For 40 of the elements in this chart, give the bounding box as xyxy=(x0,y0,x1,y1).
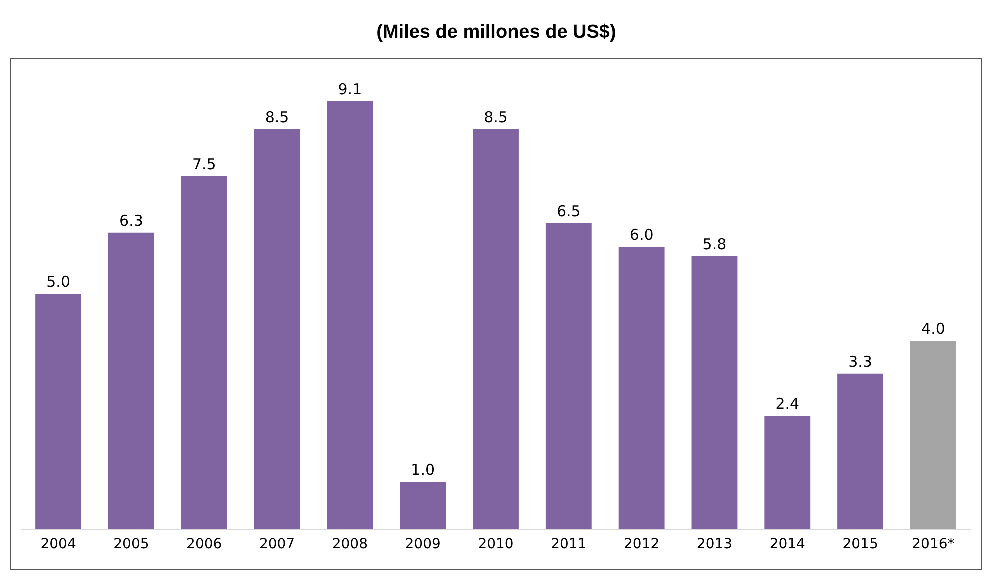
bar xyxy=(764,416,811,529)
x-tick-label: 2010 xyxy=(478,536,514,552)
data-label: 2.4 xyxy=(776,395,800,414)
chart-title: (Miles de millones de US$) xyxy=(376,22,618,44)
x-tick-label: 2004 xyxy=(40,536,76,552)
data-label: 9.1 xyxy=(338,80,362,98)
x-tick-label: 2011 xyxy=(551,536,587,552)
x-tick-label: 2007 xyxy=(259,536,296,552)
bar xyxy=(910,341,956,529)
bar xyxy=(36,294,82,529)
x-tick-label: 2016* xyxy=(912,536,955,552)
x-tick-label: 2005 xyxy=(114,536,150,552)
data-label: 6.5 xyxy=(556,202,581,220)
data-label: 6.0 xyxy=(630,226,654,244)
data-label: 1.0 xyxy=(411,461,436,479)
data-label: 5.0 xyxy=(46,273,70,291)
x-tick-label: 2013 xyxy=(696,536,733,552)
x-tick-label: 2009 xyxy=(405,536,441,552)
x-tick-label: 2015 xyxy=(842,536,878,552)
bar xyxy=(327,101,374,529)
bar xyxy=(838,374,884,529)
data-label: 5.8 xyxy=(702,235,727,254)
data-label: 3.3 xyxy=(848,352,872,371)
bar xyxy=(618,247,665,529)
x-tick-label: 2012 xyxy=(624,536,660,552)
bar xyxy=(546,224,592,529)
x-tick-label: 2008 xyxy=(332,536,368,552)
bar xyxy=(400,482,446,529)
data-label: 8.5 xyxy=(484,108,508,126)
bar xyxy=(108,232,154,529)
bar xyxy=(692,256,738,529)
data-label: 4.0 xyxy=(922,320,946,338)
data-label: 6.3 xyxy=(120,212,144,230)
x-tick-label: 2014 xyxy=(770,536,806,552)
data-label: 8.5 xyxy=(265,108,290,126)
data-label: 7.5 xyxy=(192,156,216,174)
bar xyxy=(254,130,300,529)
bar xyxy=(181,176,228,529)
bar xyxy=(473,130,519,529)
x-tick-label: 2006 xyxy=(186,536,222,552)
